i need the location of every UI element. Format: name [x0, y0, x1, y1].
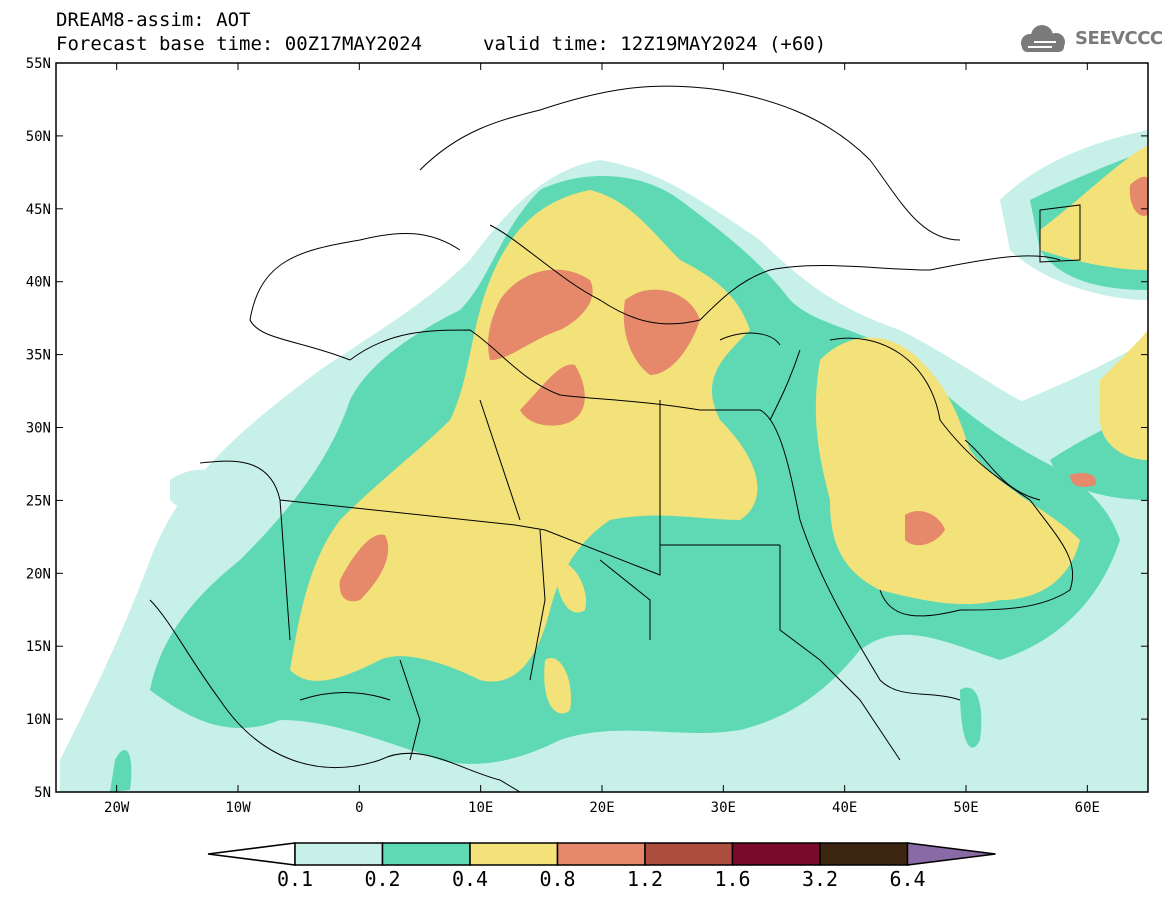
lon-tick-label: 50E — [953, 800, 978, 816]
logo-text: SEEVCCC — [1075, 28, 1163, 49]
map-title: DREAM8-assim: AOT — [56, 9, 251, 31]
lon-tick-label: 40E — [832, 800, 857, 816]
lon-axis: 20W 10W 0 10E 20E 30E 40E 50E 60E — [104, 800, 1100, 816]
lon-tick-label: 30E — [711, 800, 736, 816]
lat-tick-label: 25N — [26, 493, 51, 509]
lat-tick-label: 15N — [26, 639, 51, 655]
lon-tick-label: 20W — [104, 800, 130, 816]
lat-tick-label: 10N — [26, 712, 51, 728]
seevccc-logo — [1021, 25, 1065, 52]
lat-tick-label: 35N — [26, 348, 51, 364]
lon-tick-label: 0 — [355, 800, 363, 816]
aot-level-0.8 — [339, 176, 1148, 602]
lat-tick-label: 30N — [26, 421, 51, 437]
lat-tick-label: 5N — [34, 785, 51, 801]
lon-tick-label: 10E — [468, 800, 493, 816]
lat-tick-label: 45N — [26, 202, 51, 218]
lat-axis: 5N 10N 15N 20N 25N 30N 35N 40N 45N 50N 55N — [26, 56, 51, 801]
lon-tick-label: 20E — [589, 800, 614, 816]
axis-ticks — [56, 62, 1148, 793]
lon-tick-label: 10W — [225, 800, 251, 816]
lat-tick-label: 20N — [26, 566, 51, 582]
lon-tick-label: 60E — [1075, 800, 1100, 816]
forecast-base-time: Forecast base time: 00Z17MAY2024 — [56, 33, 423, 55]
valid-time: valid time: 12Z19MAY2024 (+60) — [483, 33, 827, 55]
lat-tick-label: 50N — [26, 129, 51, 145]
coastlines — [149, 85, 1081, 792]
aot-field — [56, 63, 1148, 792]
lat-tick-label: 55N — [26, 56, 51, 72]
lat-tick-label: 40N — [26, 275, 51, 291]
